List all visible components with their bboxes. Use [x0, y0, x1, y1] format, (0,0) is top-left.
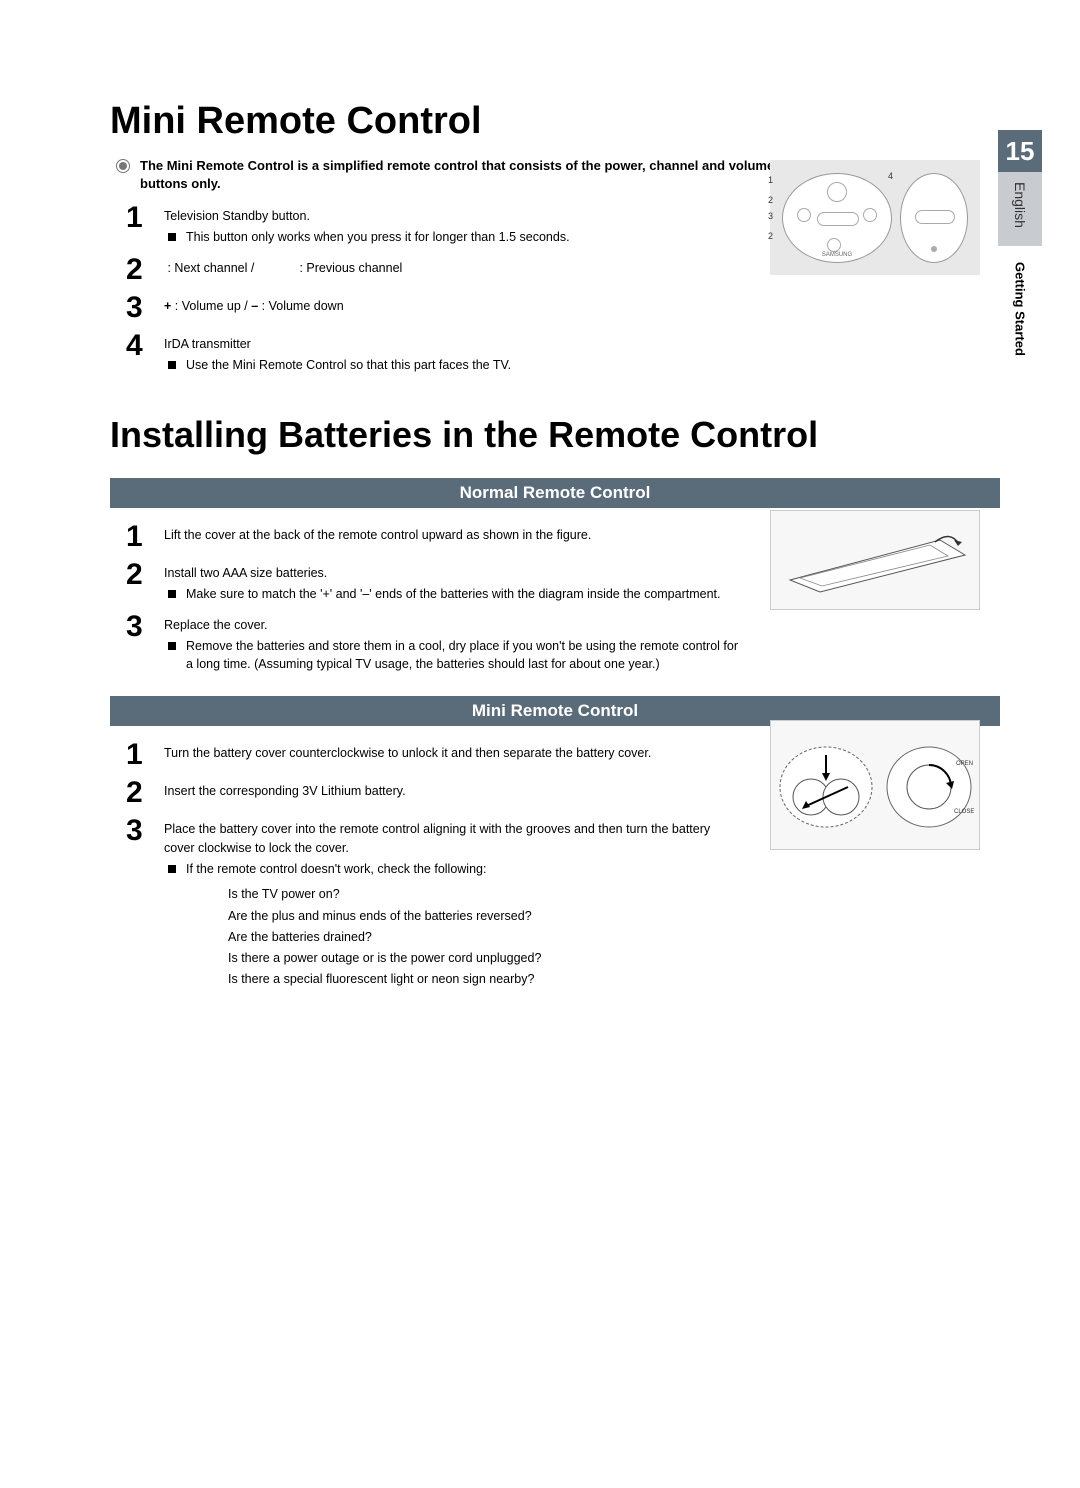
item-main: Replace the cover.	[164, 616, 740, 635]
list-item: 2 : Next channel / : Previous channel	[126, 255, 760, 285]
callout-3: 3	[768, 211, 773, 221]
battery-open-illustration	[776, 735, 876, 835]
item-main: Turn the battery cover counterclockwise …	[164, 744, 651, 763]
square-bullet-icon	[168, 233, 176, 241]
item-main: : Next channel / : Previous channel	[164, 259, 402, 278]
item-sub: Make sure to match the '+' and '–' ends …	[186, 585, 721, 604]
item-number: 2	[126, 255, 150, 285]
item-number: 2	[126, 560, 150, 590]
mini-battery-figure: OPEN CLOSE	[770, 720, 980, 850]
check-item: Is the TV power on?	[228, 884, 740, 905]
callout-4: 4	[888, 171, 893, 181]
item-main: + : Volume up / – : Volume down	[164, 297, 344, 316]
item-number: 1	[126, 740, 150, 770]
check-item: Is there a special fluorescent light or …	[228, 969, 740, 990]
manual-page: 15 English Getting Started Mini Remote C…	[0, 0, 1080, 1059]
list-item: 1 Turn the battery cover counterclockwis…	[126, 740, 740, 770]
item-sub: Remove the batteries and store them in a…	[186, 637, 740, 675]
list-item: 3 Place the battery cover into the remot…	[126, 816, 740, 991]
list-item: 4 IrDA transmitter Use the Mini Remote C…	[126, 331, 760, 375]
list-item: 3 + : Volume up / – : Volume down	[126, 293, 760, 323]
svg-text:CLOSE: CLOSE	[954, 809, 974, 815]
list-item: 2 Insert the corresponding 3V Lithium ba…	[126, 778, 740, 808]
item-main: Install two AAA size batteries.	[164, 564, 721, 583]
square-bullet-icon	[168, 590, 176, 598]
square-bullet-icon	[168, 865, 176, 873]
item-sub: Use the Mini Remote Control so that this…	[186, 356, 511, 375]
callout-2: 2	[768, 195, 773, 205]
item-number: 1	[126, 522, 150, 552]
page-number: 15	[998, 130, 1042, 172]
check-item: Are the batteries drained?	[228, 927, 740, 948]
item-main: Insert the corresponding 3V Lithium batt…	[164, 782, 406, 801]
mini-remote-diagram: SAMSUNG 1 2 3 2 3 4	[770, 160, 980, 275]
square-bullet-icon	[168, 642, 176, 650]
callout-2b: 2	[768, 231, 773, 241]
item-main: Television Standby button.	[164, 207, 570, 226]
battery-close-illustration: OPEN CLOSE	[884, 735, 974, 835]
list-item: 2 Install two AAA size batteries. Make s…	[126, 560, 740, 604]
item-main: Place the battery cover into the remote …	[164, 820, 740, 858]
section2-title: Installing Batteries in the Remote Contr…	[110, 414, 1000, 456]
intro-text: The Mini Remote Control is a simplified …	[140, 157, 790, 193]
item-number: 3	[126, 816, 150, 846]
language-tab: English	[998, 172, 1042, 246]
square-bullet-icon	[168, 361, 176, 369]
callout-1: 1	[768, 175, 773, 185]
svg-text:OPEN: OPEN	[956, 761, 973, 767]
item-main: Lift the cover at the back of the remote…	[164, 526, 591, 545]
item-sub: If the remote control doesn't work, chec…	[186, 860, 486, 879]
band-normal: Normal Remote Control	[110, 478, 1000, 508]
remote-cover-illustration	[780, 520, 970, 600]
check-item: Is there a power outage or is the power …	[228, 948, 740, 969]
info-icon	[116, 159, 130, 173]
section1-title: Mini Remote Control	[110, 100, 1000, 143]
item-number: 4	[126, 331, 150, 361]
item-number: 1	[126, 203, 150, 233]
normal-remote-figure	[770, 510, 980, 610]
list-item: 1 Lift the cover at the back of the remo…	[126, 522, 740, 552]
remote-top-view: SAMSUNG	[782, 173, 892, 263]
remote-side-view	[900, 173, 968, 263]
item-number: 2	[126, 778, 150, 808]
item-number: 3	[126, 612, 150, 642]
troubleshoot-checklist: Is the TV power on? Are the plus and min…	[228, 884, 740, 990]
item-number: 3	[126, 293, 150, 323]
item-sub: This button only works when you press it…	[186, 228, 570, 247]
list-item: 1 Television Standby button. This button…	[126, 203, 760, 247]
list-item: 3 Replace the cover. Remove the batterie…	[126, 612, 740, 674]
section-tab: Getting Started	[1013, 254, 1028, 356]
side-tab: 15 English Getting Started	[1000, 130, 1040, 356]
item-main: IrDA transmitter	[164, 335, 511, 354]
check-item: Are the plus and minus ends of the batte…	[228, 906, 740, 927]
